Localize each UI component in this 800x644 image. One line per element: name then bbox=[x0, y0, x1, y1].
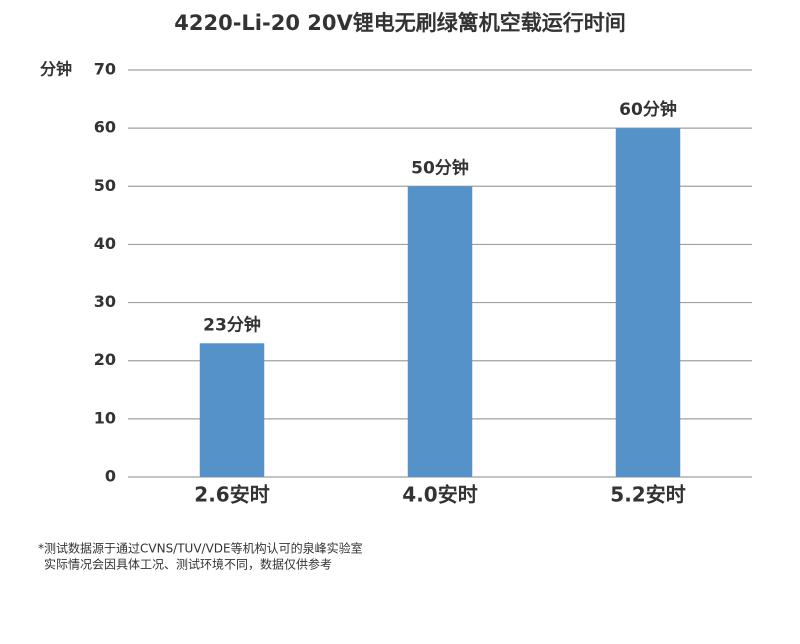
data-label: 50分钟 bbox=[411, 157, 469, 178]
y-tick-label: 60 bbox=[94, 118, 116, 137]
y-tick-label: 0 bbox=[105, 467, 116, 486]
y-tick-label: 20 bbox=[94, 350, 116, 369]
footnote: *测试数据源于通过CVNS/TUV/VDE等机构认可的泉峰实验室 bbox=[38, 541, 363, 556]
y-tick-label: 50 bbox=[94, 176, 116, 195]
chart-title: 4220-Li-20 20V锂电无刷绿篱机空载运行时间 bbox=[174, 11, 625, 35]
bar bbox=[407, 186, 473, 478]
data-label: 23分钟 bbox=[203, 314, 261, 335]
x-tick-label: 5.2安时 bbox=[610, 483, 685, 507]
x-tick-label: 4.0安时 bbox=[402, 483, 477, 507]
y-tick-label: 10 bbox=[94, 408, 116, 427]
bar bbox=[199, 343, 265, 477]
y-tick-label: 30 bbox=[94, 292, 116, 311]
data-label: 60分钟 bbox=[619, 99, 677, 120]
y-axis-label: 分钟 bbox=[40, 60, 72, 79]
y-tick-label: 70 bbox=[94, 60, 116, 79]
bar bbox=[615, 128, 681, 477]
x-tick-label: 2.6安时 bbox=[194, 483, 269, 507]
y-tick-label: 40 bbox=[94, 234, 116, 253]
footnote: 实际情况会因具体工况、测试环境不同，数据仅供参考 bbox=[44, 557, 332, 572]
